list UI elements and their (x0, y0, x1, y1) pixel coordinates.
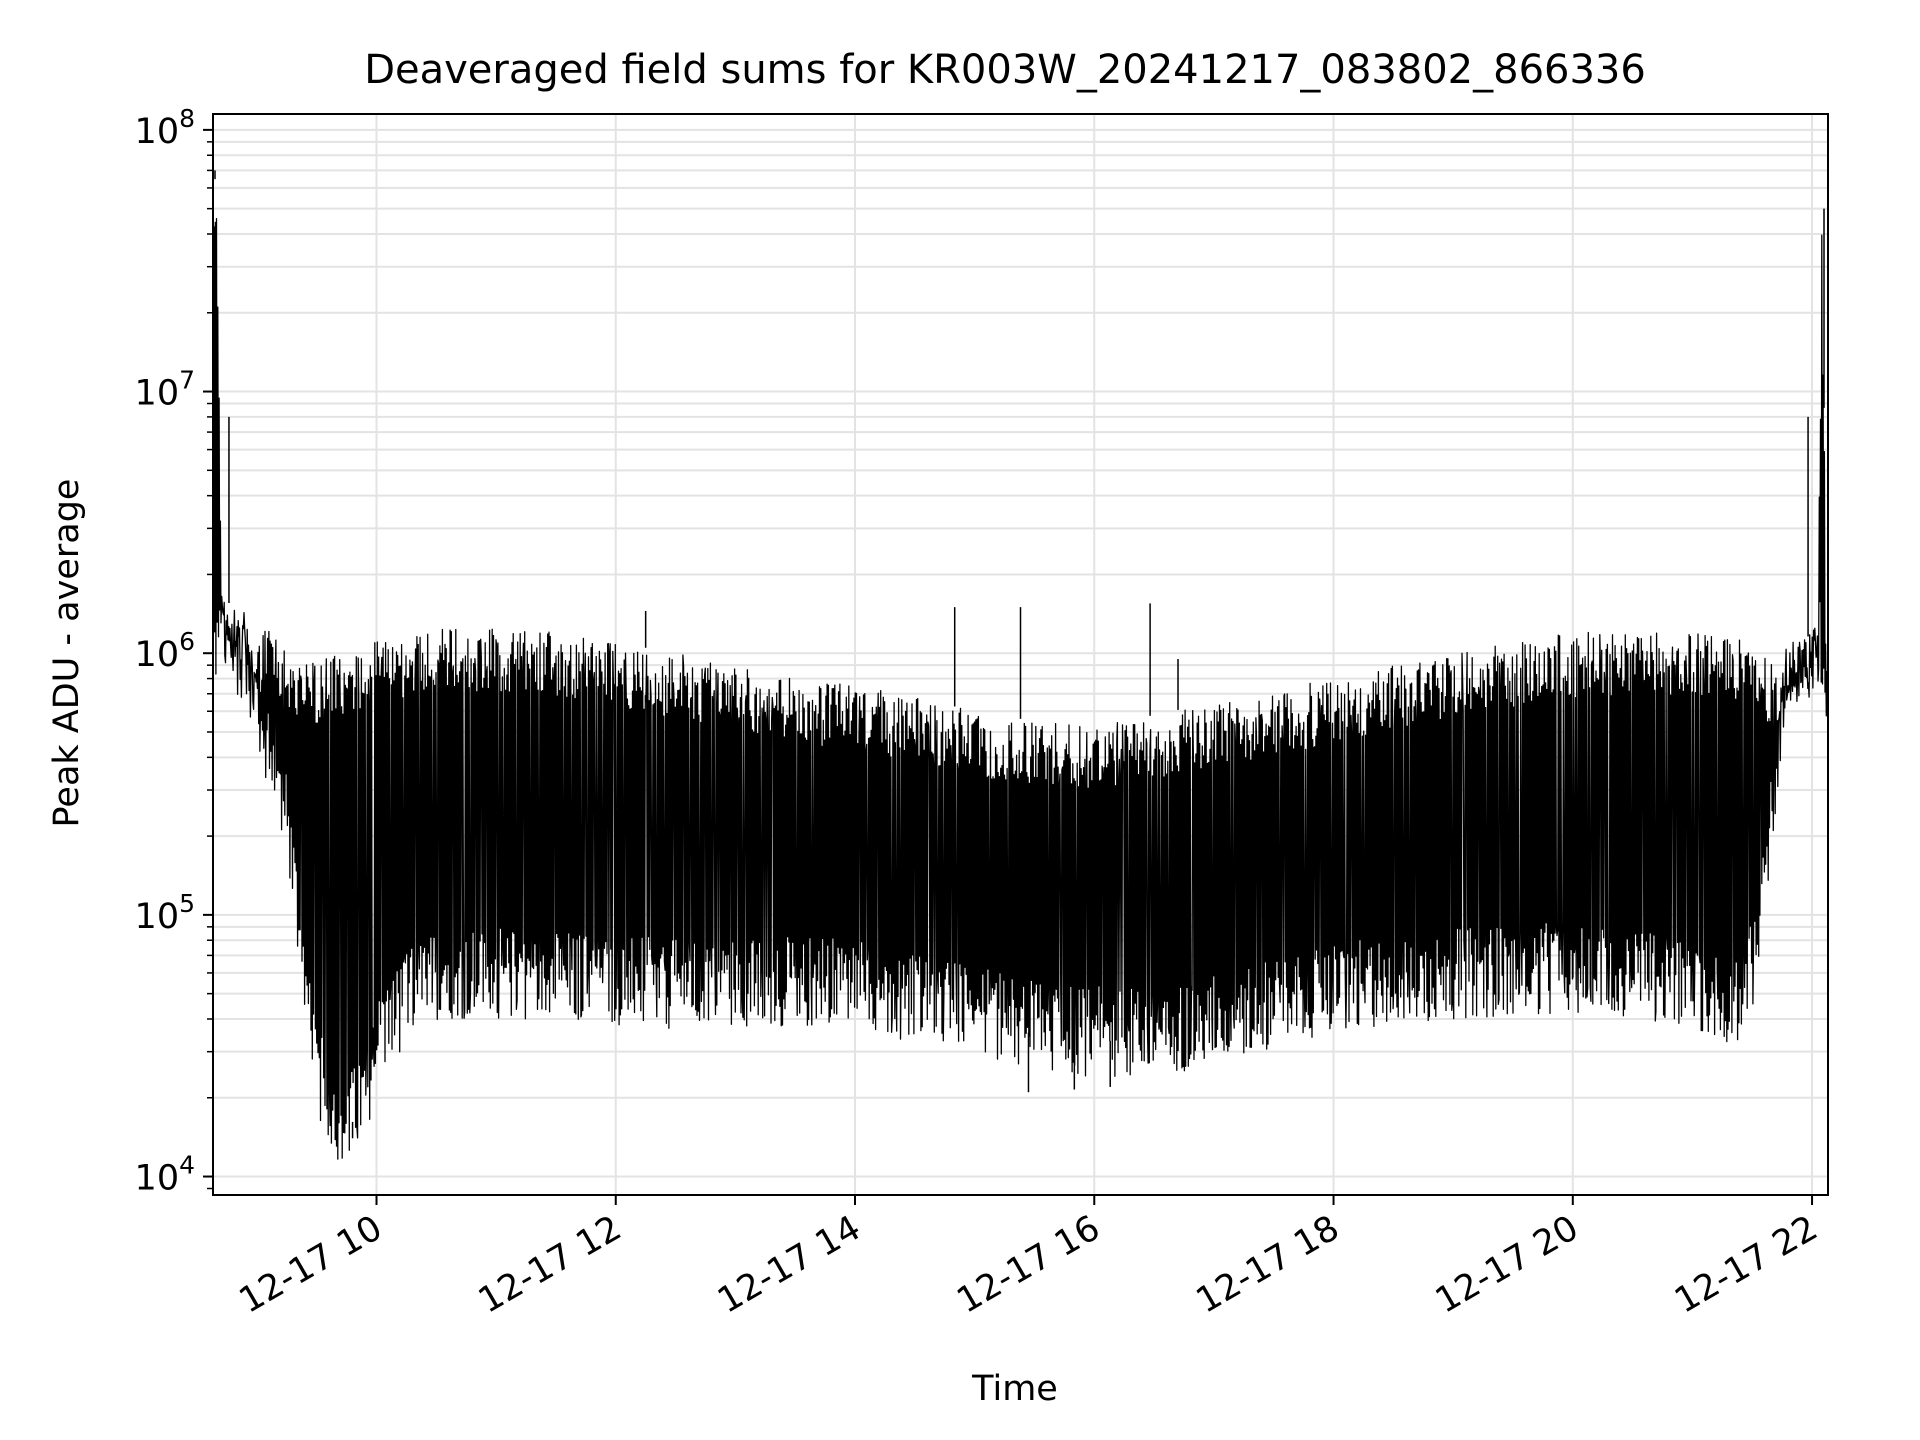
y-tick-label: 104 (135, 1151, 195, 1199)
y-tick-base: 10 (135, 112, 180, 152)
y-tick-exponent: 4 (179, 1151, 195, 1180)
y-tick-base: 10 (135, 635, 180, 675)
y-tick-label: 105 (135, 889, 195, 937)
y-tick-base: 10 (135, 897, 180, 937)
y-tick-label: 107 (135, 366, 195, 414)
y-tick-base: 10 (135, 1159, 180, 1199)
x-axis-label: Time (971, 1369, 1058, 1409)
y-tick-exponent: 8 (179, 104, 195, 133)
y-tick-label: 106 (135, 627, 195, 675)
y-axis-label: Peak ADU - average (47, 479, 87, 828)
series-line (213, 217, 1828, 1160)
series-group (213, 170, 1828, 1160)
y-tick-exponent: 6 (179, 627, 195, 656)
y-tick-exponent: 5 (179, 889, 195, 918)
chart-title: Deaveraged field sums for KR003W_2024121… (364, 47, 1646, 93)
y-tick-label: 108 (135, 104, 195, 152)
y-tick-base: 10 (135, 374, 180, 414)
y-tick-exponent: 7 (179, 366, 195, 395)
plot-frame (212, 113, 1829, 1196)
